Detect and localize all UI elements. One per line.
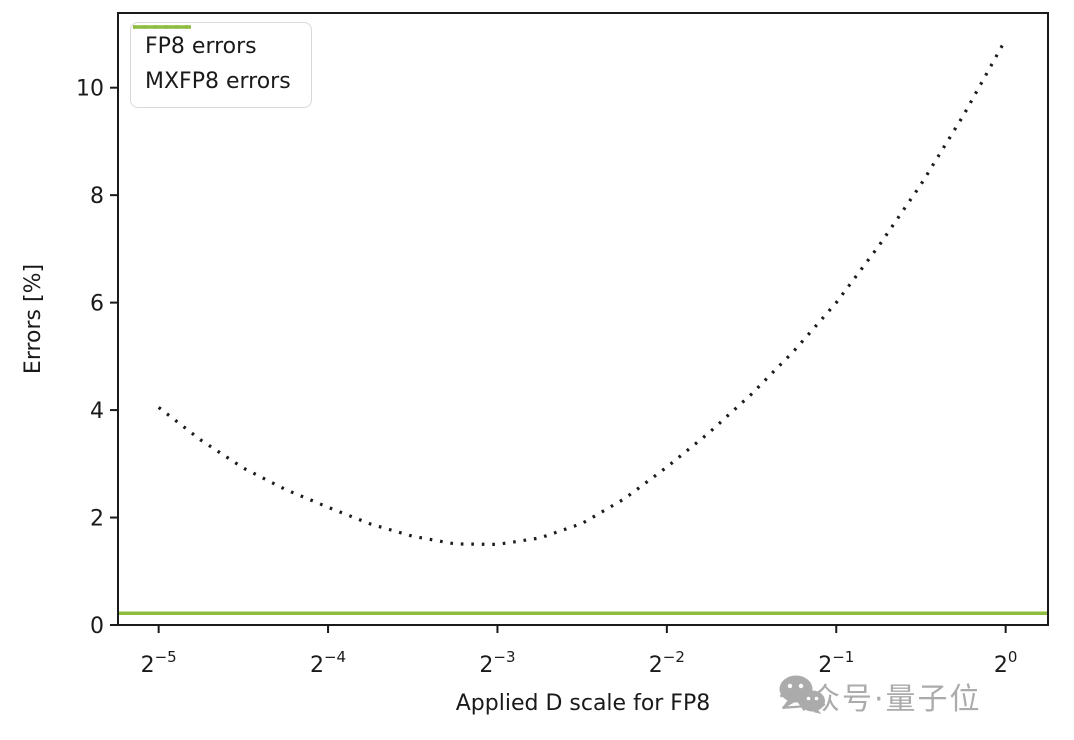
y-tick-label: 0 xyxy=(90,614,104,639)
y-tick-label: 2 xyxy=(90,507,104,532)
legend-label-mxfp8: MXFP8 errors xyxy=(145,69,291,95)
watermark: 公众号·量子位 xyxy=(778,674,982,718)
legend-label-fp8: FP8 errors xyxy=(145,34,257,59)
y-tick-label: 8 xyxy=(90,184,104,209)
y-axis-label: Errors [%] xyxy=(21,263,46,375)
legend-item-mxfp8: MXFP8 errors xyxy=(133,25,291,95)
plot-frame xyxy=(117,12,1049,626)
legend: FP8 errors MXFP8 errors xyxy=(130,22,312,108)
y-tick-label: 4 xyxy=(90,399,104,424)
x-tick-label: 2−5 xyxy=(141,648,177,678)
x-tick-label: 2−4 xyxy=(310,648,346,678)
y-tick-label: 6 xyxy=(90,292,104,317)
x-tick-label: 20 xyxy=(994,648,1018,678)
x-tick-label: 2−3 xyxy=(479,648,515,678)
wechat-icon xyxy=(779,675,825,714)
x-tick-label: 2−2 xyxy=(649,648,685,678)
series-fp8-line xyxy=(157,38,1008,547)
legend-item-fp8: FP8 errors xyxy=(133,25,291,60)
y-tick-label: 10 xyxy=(76,77,104,102)
x-axis-label: Applied D scale for FP8 xyxy=(455,691,711,716)
mxfp8-solid-line-sample xyxy=(133,25,191,29)
